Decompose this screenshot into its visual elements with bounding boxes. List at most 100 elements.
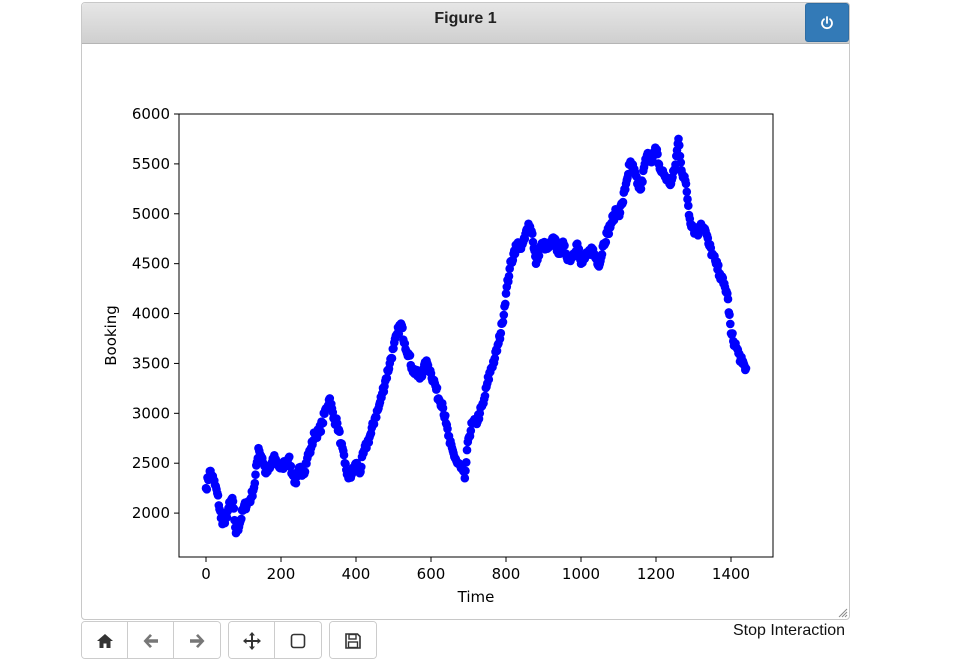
- data-point: [636, 184, 646, 194]
- y-tick-label: 5000: [132, 205, 170, 223]
- y-tick-label: 3500: [132, 354, 170, 372]
- resize-handle-icon[interactable]: [838, 608, 848, 618]
- data-point: [726, 319, 735, 329]
- x-tick-label: 1000: [562, 565, 600, 583]
- mode-button-group: [228, 621, 322, 659]
- x-tick-label: 200: [267, 565, 296, 583]
- data-point: [615, 208, 625, 217]
- data-point: [382, 373, 392, 383]
- plot-frame: [178, 113, 774, 558]
- back-button[interactable]: [128, 622, 174, 658]
- data-point: [461, 466, 470, 476]
- data-point: [681, 179, 691, 189]
- data-point: [638, 177, 647, 187]
- zoom-rect-icon: [290, 633, 306, 648]
- data-point: [316, 427, 326, 436]
- data-point: [723, 294, 733, 304]
- x-tick-label: 800: [492, 565, 521, 583]
- data-point: [728, 329, 737, 338]
- data-point: [372, 413, 381, 422]
- data-point: [466, 426, 476, 436]
- power-icon: [821, 15, 833, 29]
- data-point: [501, 299, 510, 309]
- home-button[interactable]: [82, 622, 128, 658]
- data-point: [480, 391, 490, 401]
- data-point: [653, 149, 662, 159]
- data-point: [504, 271, 514, 281]
- data-point: [496, 328, 506, 338]
- zoom-button[interactable]: [275, 622, 321, 658]
- x-tick-label: 0: [201, 565, 211, 583]
- data-point: [597, 250, 607, 259]
- data-point: [405, 351, 415, 360]
- data-point: [498, 317, 508, 327]
- data-point: [222, 513, 232, 522]
- data-point: [528, 229, 537, 238]
- x-tick-label: 600: [417, 565, 446, 583]
- data-point: [618, 197, 628, 207]
- data-point: [674, 134, 683, 144]
- y-tick-label: 4000: [132, 305, 170, 323]
- data-point: [286, 461, 296, 471]
- data-point: [499, 310, 509, 320]
- x-tick-label: 1400: [712, 565, 750, 583]
- data-point: [291, 478, 301, 488]
- data-point: [441, 411, 450, 420]
- history-button-group: [81, 621, 221, 659]
- data-point: [460, 473, 470, 483]
- data-point: [229, 504, 239, 513]
- data-point: [675, 141, 684, 150]
- data-point: [339, 450, 349, 460]
- data-point: [228, 497, 238, 506]
- close-figure-button[interactable]: [805, 3, 849, 42]
- data-point: [676, 158, 686, 167]
- x-axis-label: Time: [457, 588, 495, 606]
- y-tick-label: 4500: [132, 255, 170, 273]
- y-tick-label: 2500: [132, 454, 170, 472]
- data-point: [335, 427, 344, 437]
- data-point: [624, 169, 633, 179]
- data-point: [490, 354, 500, 363]
- data-point: [741, 364, 751, 373]
- data-point: [251, 470, 260, 480]
- save-button-group: [329, 621, 377, 659]
- figure-titlebar: Figure 1: [82, 3, 849, 44]
- save-button[interactable]: [330, 622, 376, 658]
- data-point: [684, 201, 693, 210]
- data-point: [484, 375, 494, 384]
- y-tick-label: 5500: [132, 155, 170, 173]
- figure-title: Figure 1: [434, 10, 497, 27]
- data-point: [387, 354, 397, 363]
- data-point: [534, 251, 544, 260]
- home-icon: [96, 633, 113, 648]
- data-point: [398, 323, 407, 333]
- data-point: [285, 452, 294, 462]
- data-point: [675, 151, 685, 161]
- x-tick-label: 400: [342, 565, 371, 583]
- arrow-right-icon: [190, 633, 205, 648]
- move-icon: [242, 631, 261, 650]
- data-point: [714, 260, 723, 270]
- data-point: [300, 467, 310, 477]
- data-point: [357, 462, 366, 472]
- data-point: [683, 194, 692, 204]
- arrow-left-icon: [143, 633, 158, 648]
- stop-interaction-link[interactable]: Stop Interaction: [733, 622, 846, 639]
- y-axis-label: Booking: [102, 305, 120, 366]
- pan-button[interactable]: [229, 622, 275, 658]
- data-point: [237, 514, 246, 524]
- y-tick-label: 3000: [132, 404, 170, 422]
- data-point: [560, 241, 569, 250]
- y-tick-label: 2000: [132, 504, 170, 522]
- y-tick-label: 6000: [132, 105, 170, 123]
- forward-button[interactable]: [174, 622, 220, 658]
- data-point: [601, 237, 611, 247]
- floppy-disk-icon: [345, 632, 361, 649]
- data-point: [438, 403, 448, 413]
- chart-canvas[interactable]: 0 200 400 600 800 1000 1200 1400 2000 2500 3000 350…: [0, 0, 966, 620]
- navigation-toolbar: [81, 621, 384, 659]
- data-point: [318, 418, 328, 428]
- data-point: [462, 445, 472, 455]
- data-point: [202, 485, 212, 494]
- data-point: [462, 458, 471, 467]
